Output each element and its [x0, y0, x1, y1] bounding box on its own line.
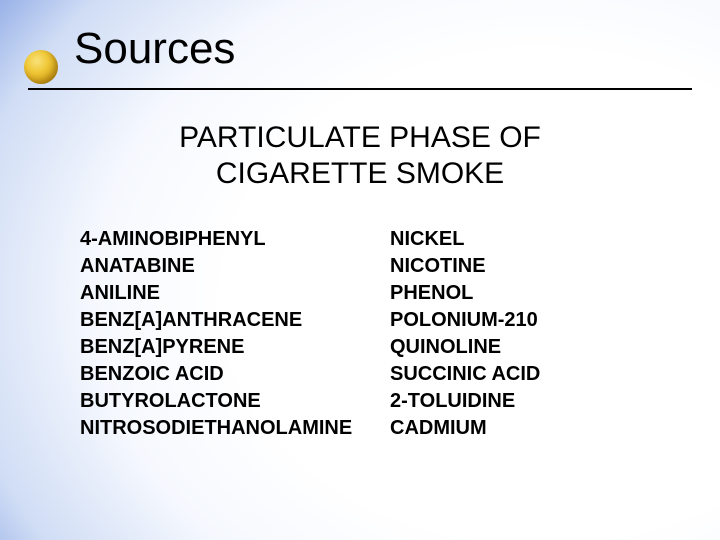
- title-underline: [28, 88, 692, 90]
- list-item: QUINOLINE: [390, 334, 650, 361]
- list-item: POLONIUM-210: [390, 307, 650, 334]
- list-item: SUCCINIC ACID: [390, 361, 650, 388]
- list-item: CADMIUM: [390, 415, 650, 442]
- subtitle-line-1: PARTICULATE PHASE OF: [179, 121, 541, 154]
- list-item: BENZ[A]ANTHRACENE: [80, 307, 390, 334]
- slide-title: Sources: [74, 24, 235, 74]
- list-item: NICOTINE: [390, 253, 650, 280]
- accent-dot-icon: [24, 50, 58, 84]
- content-columns: 4-AMINOBIPHENYL ANATABINE ANILINE BENZ[A…: [80, 226, 660, 442]
- column-right: NICKEL NICOTINE PHENOL POLONIUM-210 QUIN…: [390, 226, 650, 442]
- subtitle-line-2: CIGARETTE SMOKE: [216, 157, 504, 190]
- list-item: ANATABINE: [80, 253, 390, 280]
- slide-subtitle: PARTICULATE PHASE OF CIGARETTE SMOKE: [0, 120, 720, 192]
- column-left: 4-AMINOBIPHENYL ANATABINE ANILINE BENZ[A…: [80, 226, 390, 442]
- list-item: PHENOL: [390, 280, 650, 307]
- list-item: 2-TOLUIDINE: [390, 388, 650, 415]
- list-item: ANILINE: [80, 280, 390, 307]
- list-item: NITROSODIETHANOLAMINE: [80, 415, 390, 442]
- list-item: BENZ[A]PYRENE: [80, 334, 390, 361]
- list-item: 4-AMINOBIPHENYL: [80, 226, 390, 253]
- list-item: BENZOIC ACID: [80, 361, 390, 388]
- list-item: NICKEL: [390, 226, 650, 253]
- list-item: BUTYROLACTONE: [80, 388, 390, 415]
